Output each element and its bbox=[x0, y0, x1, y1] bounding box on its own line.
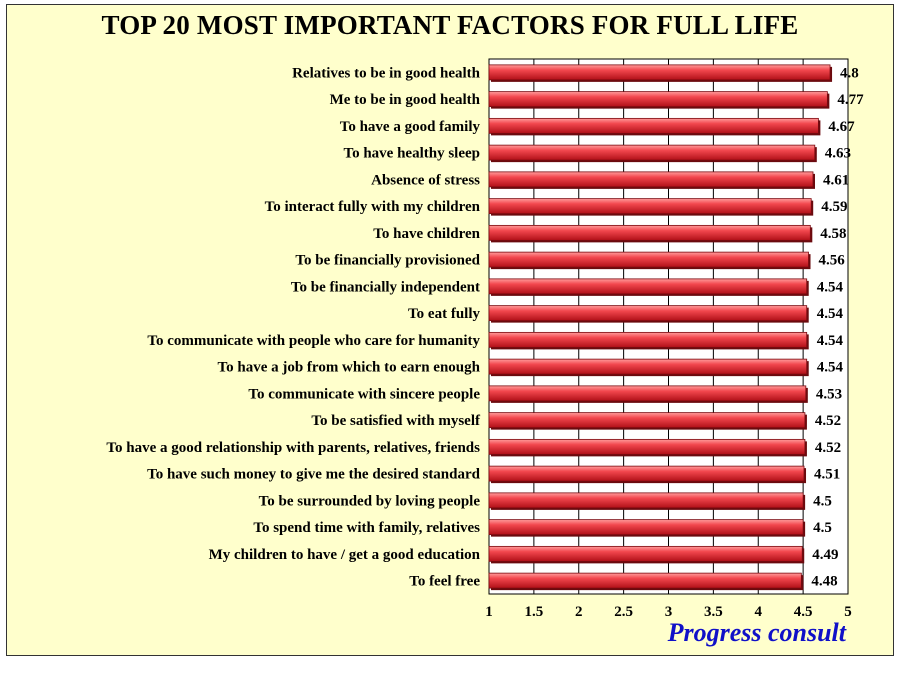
data-label: 4.53 bbox=[816, 386, 842, 402]
category-label: To be financially provisioned bbox=[295, 253, 480, 269]
chart-title: TOP 20 MOST IMPORTANT FACTORS FOR FULL L… bbox=[101, 10, 799, 40]
category-label: To be surrounded by loving people bbox=[259, 493, 481, 509]
category-label: To communicate with sincere people bbox=[248, 386, 480, 402]
data-label: 4.67 bbox=[828, 119, 855, 135]
bar bbox=[488, 412, 806, 429]
bar bbox=[488, 438, 806, 455]
bar bbox=[488, 492, 804, 509]
category-label: Me to be in good health bbox=[330, 92, 481, 108]
data-label: 4.8 bbox=[840, 65, 859, 81]
bar bbox=[488, 198, 812, 215]
bar bbox=[488, 519, 804, 536]
bar bbox=[488, 305, 808, 322]
bar bbox=[488, 64, 831, 81]
category-label: To have a job from which to earn enough bbox=[217, 360, 480, 376]
category-label: To eat fully bbox=[408, 306, 480, 322]
data-label: 4.59 bbox=[821, 199, 847, 215]
data-label: 4.5 bbox=[813, 520, 832, 536]
category-label: To communicate with people who care for … bbox=[147, 333, 480, 349]
data-label: 4.58 bbox=[820, 226, 846, 242]
data-label: 4.54 bbox=[817, 306, 844, 322]
category-label: My children to have / get a good educati… bbox=[209, 547, 481, 563]
x-tick-label: 1.5 bbox=[525, 604, 544, 620]
data-label: 4.54 bbox=[817, 279, 844, 295]
x-tick-label: 2 bbox=[575, 604, 583, 620]
category-label: To have a good relationship with parents… bbox=[106, 440, 480, 456]
data-label: 4.54 bbox=[817, 333, 844, 349]
data-label: 4.77 bbox=[837, 92, 864, 108]
data-label: 4.48 bbox=[811, 574, 837, 590]
data-label: 4.52 bbox=[815, 413, 841, 429]
x-tick-label: 4 bbox=[755, 604, 763, 620]
category-label: To be satisfied with myself bbox=[311, 413, 481, 429]
category-label: Absence of stress bbox=[371, 172, 480, 188]
bar bbox=[488, 117, 819, 134]
bar bbox=[488, 358, 808, 375]
data-label: 4.63 bbox=[825, 146, 851, 162]
bar bbox=[488, 171, 814, 188]
category-label: To be financially independent bbox=[291, 279, 480, 295]
x-tick-label: 3 bbox=[665, 604, 673, 620]
data-label: 4.49 bbox=[812, 547, 838, 563]
bar bbox=[488, 91, 828, 108]
x-tick-label: 5 bbox=[844, 604, 852, 620]
bar bbox=[488, 331, 808, 348]
x-tick-label: 2.5 bbox=[614, 604, 633, 620]
x-tick-label: 4.5 bbox=[794, 604, 813, 620]
bar bbox=[488, 572, 802, 589]
category-label: To have children bbox=[373, 226, 480, 242]
data-label: 4.56 bbox=[819, 253, 846, 269]
data-label: 4.54 bbox=[817, 360, 844, 376]
category-label: Relatives to be in good health bbox=[292, 65, 481, 81]
bar bbox=[488, 224, 811, 241]
data-label: 4.61 bbox=[823, 172, 849, 188]
bar bbox=[488, 278, 808, 295]
category-label: To have such money to give me the desire… bbox=[147, 467, 481, 483]
x-tick-label: 3.5 bbox=[704, 604, 723, 620]
bar bbox=[488, 251, 809, 268]
bar bbox=[488, 144, 816, 161]
bar bbox=[488, 385, 807, 402]
category-label: To interact fully with my children bbox=[265, 199, 481, 215]
data-label: 4.5 bbox=[813, 493, 832, 509]
data-label: 4.52 bbox=[815, 440, 841, 456]
category-label: To have a good family bbox=[340, 119, 481, 135]
category-label: To have healthy sleep bbox=[343, 146, 480, 162]
bar bbox=[488, 465, 805, 482]
category-label: To feel free bbox=[409, 574, 480, 590]
category-label: To spend time with family, relatives bbox=[253, 520, 480, 536]
data-label: 4.51 bbox=[814, 467, 840, 483]
plot-border bbox=[488, 58, 849, 595]
bar bbox=[488, 545, 803, 562]
x-tick-label: 1 bbox=[485, 604, 493, 620]
brand-watermark: Progress consult bbox=[667, 618, 846, 647]
